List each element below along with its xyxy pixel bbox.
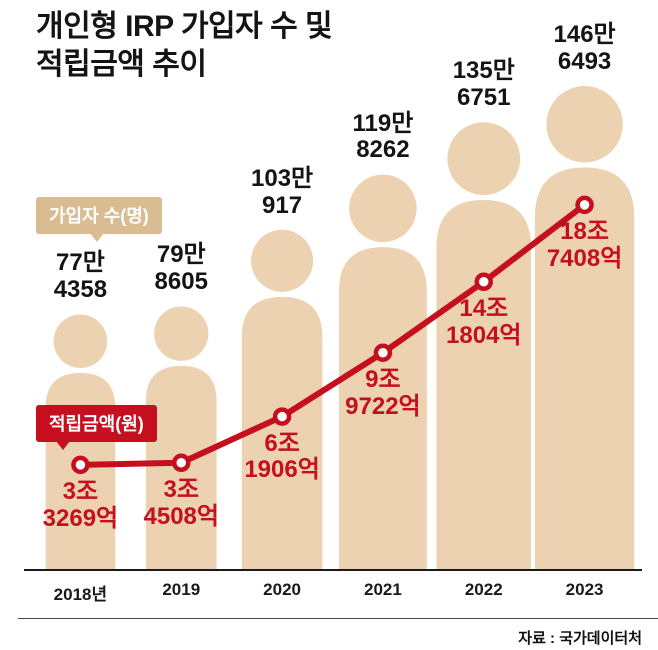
- amount-marker-2023: [575, 195, 594, 215]
- amount-marker-2021: [373, 343, 393, 363]
- person-figure-body-2021: [339, 247, 427, 570]
- subscribers-legend-badge: 가입자 수(명): [36, 197, 162, 234]
- person-figure-head-2023: [546, 86, 623, 163]
- amount-line: [77, 201, 588, 468]
- amount-marker-2019: [172, 453, 191, 473]
- title-line-1: 개인형 IRP 가입자 수 및: [36, 10, 333, 43]
- person-figure-head-2019: [154, 306, 209, 361]
- amount-marker-2018년: [71, 455, 90, 475]
- footer-divider: [18, 618, 658, 619]
- source-credit: 자료 : 국가데이터처: [518, 630, 642, 647]
- title-line-2: 적립금액 추이: [36, 48, 207, 82]
- person-figure-body-2020: [241, 296, 323, 570]
- amount-legend-label: 적립금액(원): [49, 414, 144, 434]
- chart-title: 개인형 IRP 가입자 수 및 적립금액 추이: [36, 8, 333, 85]
- person-figure-body-2022: [436, 200, 532, 570]
- amount-legend-badge: 적립금액(원): [36, 405, 157, 442]
- subscribers-legend-label: 가입자 수(명): [49, 206, 149, 226]
- person-figure-head-2020: [251, 229, 314, 292]
- person-figure-body-2023: [534, 167, 635, 570]
- person-figure-head-2022: [447, 122, 521, 196]
- amount-legend-arrow-icon: [52, 436, 74, 450]
- amount-marker-2020: [272, 407, 292, 426]
- person-figure-head-2021: [349, 174, 417, 243]
- person-figure-head-2018년: [53, 314, 108, 369]
- subscribers-legend-arrow-icon: [86, 228, 108, 242]
- amount-marker-2022: [474, 272, 493, 292]
